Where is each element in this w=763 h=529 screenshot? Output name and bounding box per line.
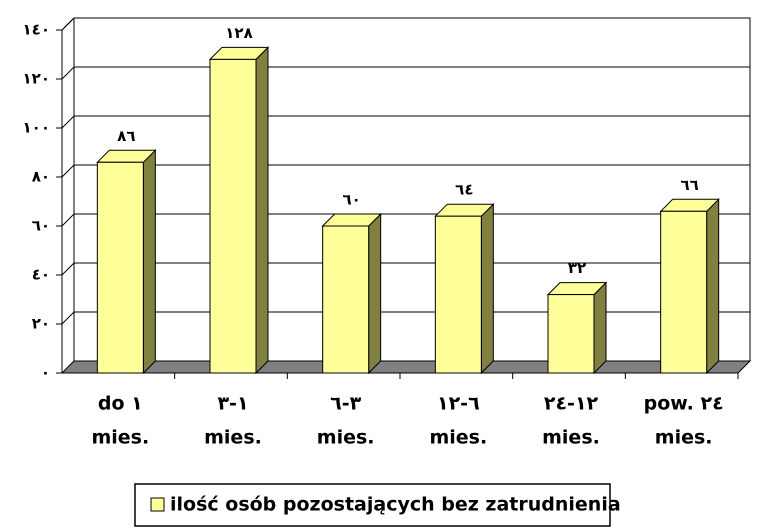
x-tick-label: mies. [542, 427, 600, 449]
bar-side [593, 281, 607, 375]
bar [660, 210, 708, 374]
grid-line-side [61, 213, 75, 227]
bar [209, 58, 257, 374]
x-tick-label: mies. [655, 427, 713, 449]
value-label: ١٢٨ [225, 24, 252, 42]
x-tick-label: mies. [91, 427, 149, 449]
x-tick-label: do ١ [98, 393, 143, 415]
legend-box [134, 483, 611, 527]
bar [547, 294, 595, 374]
y-tick-label: ٤٠ [32, 266, 50, 284]
y-tick-label: ٨٠ [32, 168, 50, 186]
x-tick-label: ٦-١٢ [437, 393, 480, 415]
x-tick-label: mies. [204, 427, 262, 449]
back-wall [73, 17, 751, 362]
value-label: ٦٤ [455, 181, 473, 199]
x-tick-label: ١٢-٢٤ [544, 393, 599, 415]
bar-side [706, 198, 720, 375]
x-tick-label: ٣-٦ [330, 393, 362, 415]
x-tick-label: pow. ٢٤ [644, 393, 724, 415]
y-tick-label: ٢٠ [32, 315, 50, 333]
legend-swatch [150, 497, 165, 512]
value-label: ٦٠ [343, 191, 361, 209]
bar-side [368, 212, 382, 375]
y-tick-label: ١٤٠ [23, 21, 50, 39]
grid-line-side [61, 164, 75, 178]
floor [60, 360, 752, 374]
grid-line-side [61, 311, 75, 325]
legend-label: ilość osób pozostających bez zatrudnieni… [170, 494, 621, 516]
bar [96, 161, 144, 374]
y-tick-label: ٦٠ [32, 217, 50, 235]
x-tick-label: mies. [317, 427, 375, 449]
bar-side [255, 46, 269, 375]
grid-line-side [61, 262, 75, 276]
x-tick-label: ١-٣ [217, 393, 248, 415]
grid-line-side [61, 66, 75, 80]
value-label: ٦٦ [681, 176, 699, 194]
x-tick-label: mies. [429, 427, 487, 449]
grid-line-side [61, 115, 75, 129]
value-label: ٨٦ [117, 127, 135, 145]
bar-side [480, 202, 494, 375]
grid-line-side [61, 17, 75, 31]
value-label: ٣٢ [568, 259, 586, 277]
y-tick-label: ٠ [41, 364, 50, 382]
bar [434, 215, 482, 374]
bar [322, 225, 370, 374]
y-tick-label: ١٢٠ [23, 70, 50, 88]
y-tick-label: ١٠٠ [23, 119, 50, 137]
bar-side [142, 149, 156, 375]
